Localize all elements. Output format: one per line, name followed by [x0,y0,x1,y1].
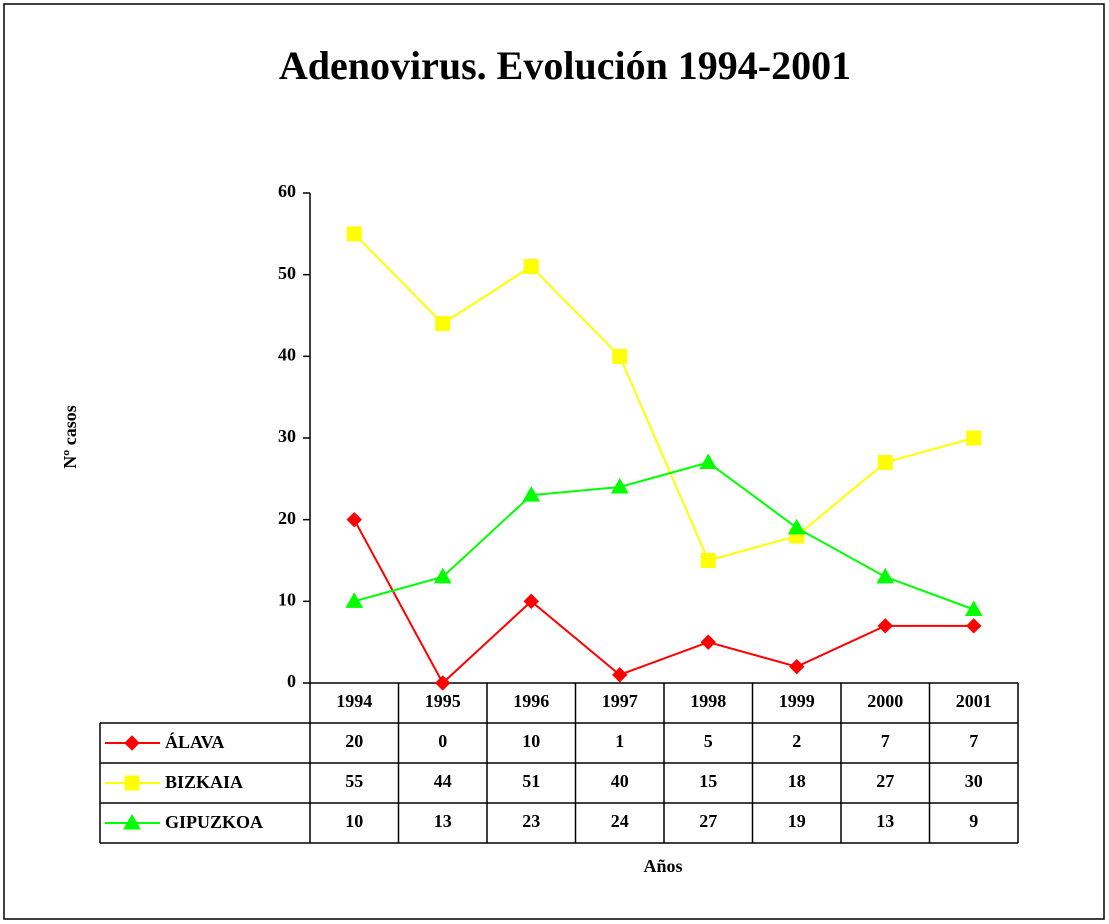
table-value: 24 [611,811,629,831]
series-line [353,519,974,685]
legend-label: BIZKAIA [165,772,243,792]
frame [3,3,1105,920]
point [966,618,982,634]
table-value: 9 [969,811,978,831]
x-tick-label: 2000 [867,691,903,711]
legend-marker [124,775,140,791]
point [523,593,539,610]
point [435,316,451,332]
x-tick-label: 2001 [956,691,992,711]
table-value: 27 [699,811,717,831]
table-value: 7 [969,731,978,751]
table-value: 23 [522,811,540,831]
table-value: 10 [522,731,540,751]
legend-marker [123,813,141,830]
table-value: 27 [876,771,894,791]
point [877,455,893,470]
x-tick-label: 1997 [602,691,638,711]
x-tick-label: 1999 [779,691,815,711]
point [700,634,716,650]
y-tick-label: 50 [278,263,296,283]
point [700,553,716,568]
table-value: 10 [345,811,363,831]
point [964,600,983,616]
point [346,226,362,242]
point [699,453,718,469]
legend-label: GIPUZKOA [165,812,263,832]
series-line [353,233,975,562]
chart-title: Adenovirus. Evolución 1994-2001 [279,43,851,88]
point [346,511,362,528]
y-tick-label: 30 [278,426,296,446]
x-tick-label: 1995 [425,691,461,711]
table-value: 40 [611,771,629,791]
point [523,259,539,274]
y-axis-label: Nº casos [60,405,80,468]
series-line [353,461,975,611]
table-value: 13 [434,811,452,831]
point [612,667,628,683]
table-value: 0 [438,731,447,751]
x-tick-label: 1998 [690,691,726,711]
point [522,486,541,502]
table-value: 5 [704,731,713,751]
point [345,592,364,608]
point [789,658,805,675]
table-value: 44 [434,771,452,791]
point [435,675,451,691]
table-value: 20 [345,731,363,751]
x-axis-label: Años [643,856,682,876]
point [876,567,895,584]
point [433,567,452,584]
x-tick-label: 1994 [336,691,372,711]
y-tick-label: 20 [278,508,296,528]
point [612,348,628,364]
y-tick-label: 60 [278,181,296,201]
point [966,430,982,446]
table-value: 7 [881,731,890,751]
point [610,477,629,494]
table-value: 1 [615,731,624,751]
table-value: 13 [876,811,894,831]
legend-marker [124,735,140,751]
y-tick-label: 0 [287,671,296,691]
point [877,618,893,634]
point [787,518,806,535]
y-tick-label: 10 [278,589,296,609]
table-value: 15 [699,771,717,791]
table-value: 2 [792,731,801,751]
table-value: 30 [965,771,983,791]
table-value: 55 [345,771,363,791]
legend-label: ÁLAVA [165,731,224,752]
y-tick-label: 40 [278,344,296,364]
table-value: 18 [788,771,806,791]
table-value: 19 [788,811,806,831]
x-tick-label: 1996 [513,691,549,711]
table-value: 51 [522,771,540,791]
